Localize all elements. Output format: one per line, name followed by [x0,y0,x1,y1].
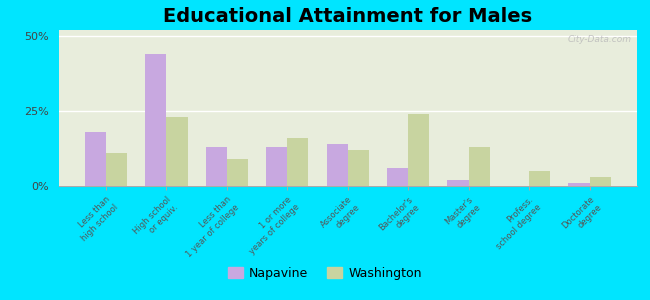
Bar [266,147,287,186]
Bar [287,138,309,186]
Bar [145,54,166,186]
Bar [106,153,127,186]
Bar [447,180,469,186]
Bar [590,177,611,186]
Bar [326,144,348,186]
Bar [205,147,227,186]
Bar [529,171,551,186]
Legend: Napavine, Washington: Napavine, Washington [223,262,427,285]
Bar [227,159,248,186]
Bar [348,150,369,186]
Bar [408,114,430,186]
Bar [84,132,106,186]
Bar [568,183,590,186]
Bar [166,117,188,186]
Title: Educational Attainment for Males: Educational Attainment for Males [163,7,532,26]
Bar [387,168,408,186]
Text: City-Data.com: City-Data.com [567,35,631,44]
Bar [469,147,490,186]
